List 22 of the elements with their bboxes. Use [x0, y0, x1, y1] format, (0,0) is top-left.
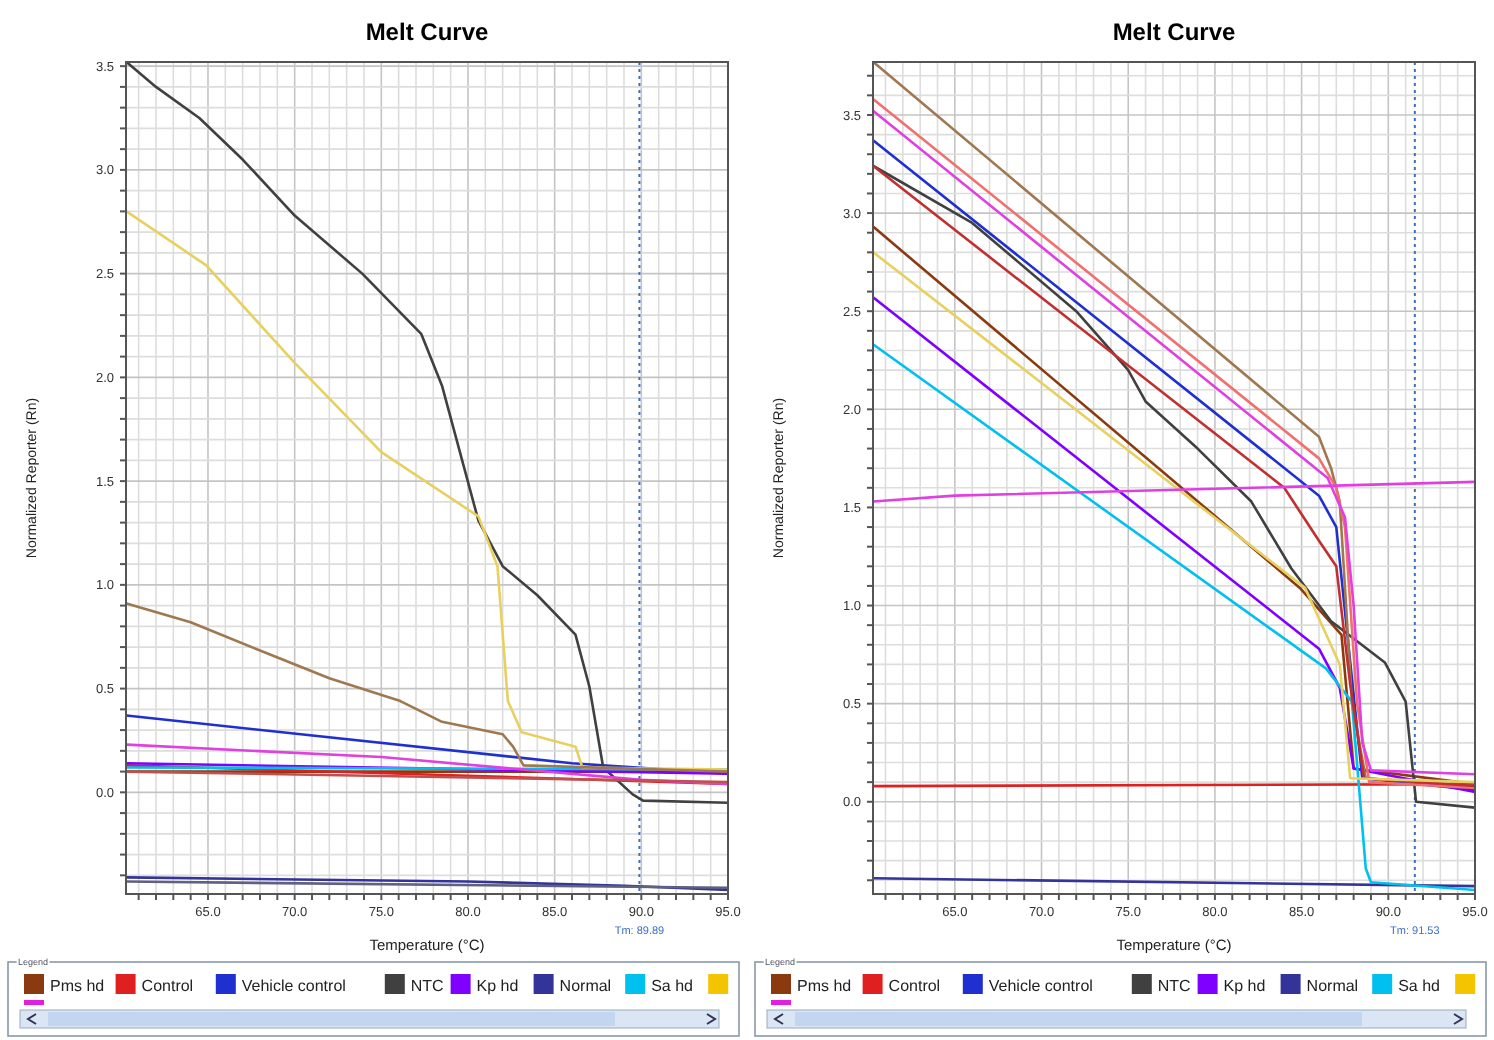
line-series: [125, 743, 730, 786]
line-series: [125, 60, 730, 805]
line-series: [125, 210, 730, 771]
legend-label: NTC: [1157, 977, 1192, 995]
legend-label: Normal: [559, 977, 612, 995]
legend-label: Control: [888, 977, 941, 995]
legend-label: Sa hd: [1398, 977, 1441, 995]
legend-label: Sa hd: [651, 977, 694, 995]
legend-label: Kp hd: [476, 977, 519, 995]
chart-title: Melt Curve: [365, 18, 489, 46]
legend-label: Pms hd: [50, 977, 105, 995]
line-series: [125, 876, 730, 892]
chart-title: Melt Curve: [1112, 18, 1236, 46]
legend-label: Normal: [1306, 977, 1359, 995]
legend-label: Vehicle control: [241, 977, 347, 995]
legend-label: NTC: [410, 977, 445, 995]
line-series: [125, 602, 730, 773]
legend-label: Pms hd: [797, 977, 852, 995]
legend-label: Vehicle control: [988, 977, 1094, 995]
legend-label: Control: [141, 977, 194, 995]
legend-label: Kp hd: [1223, 977, 1266, 995]
line-series: [872, 343, 1477, 892]
